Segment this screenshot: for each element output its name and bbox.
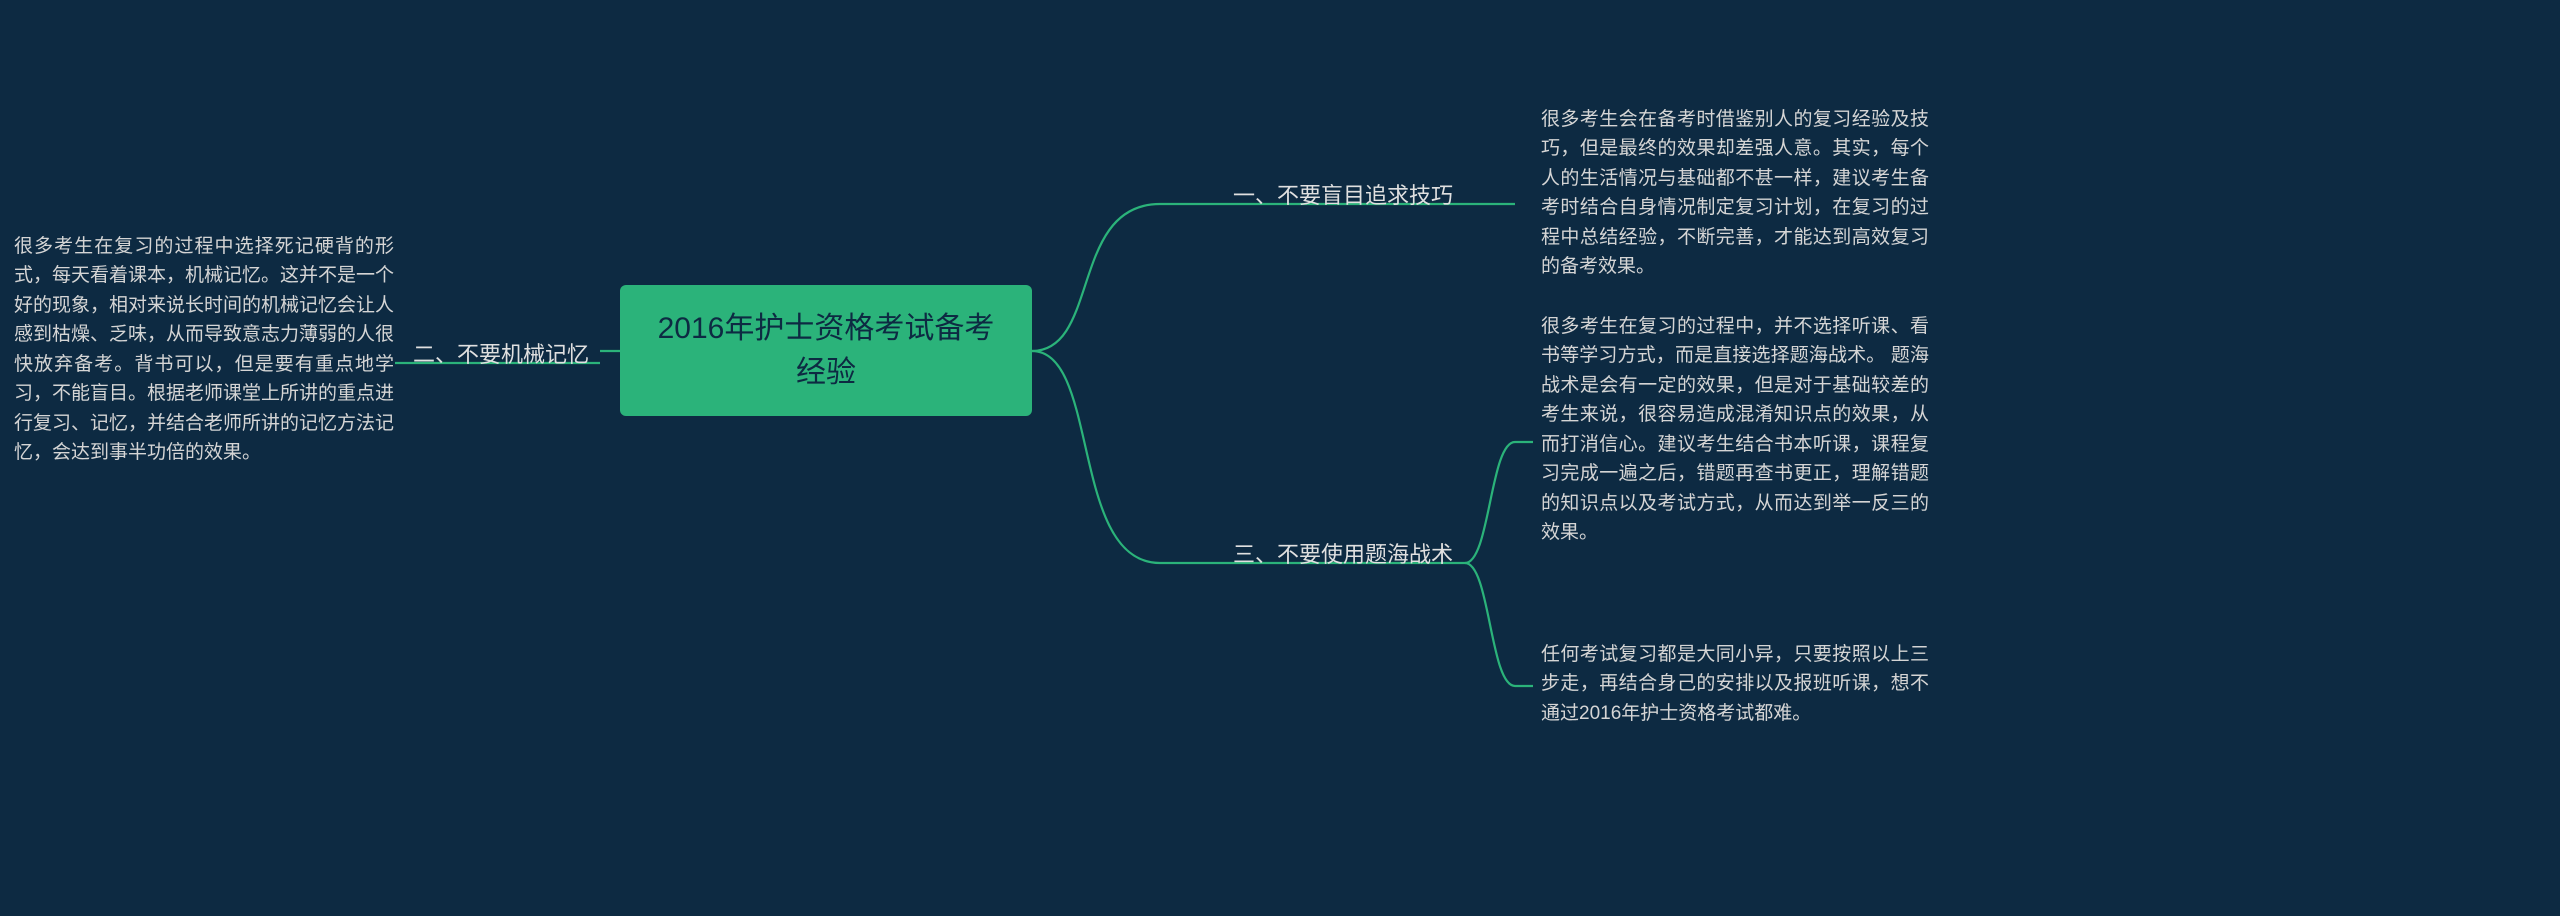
branch-2-label: 二、不要机械记忆 xyxy=(413,337,589,369)
branch-3-desc-1: 很多考生在复习的过程中，并不选择听课、看书等学习方式，而是直接选择题海战术。 题… xyxy=(1541,312,1929,548)
root-node: 2016年护士资格考试备考 经验 xyxy=(620,285,1032,416)
root-line1: 2016年护士资格考试备考 xyxy=(658,312,995,345)
branch-3-desc-2: 任何考试复习都是大同小异，只要按照以上三步走，再结合身己的安排以及报班听课，想不… xyxy=(1541,640,1929,728)
branch-3-label: 三、不要使用题海战术 xyxy=(1233,537,1453,569)
branch-1-label: 一、不要盲目追求技巧 xyxy=(1233,178,1453,210)
branch-1-desc: 很多考生会在备考时借鉴别人的复习经验及技巧，但是最终的效果却差强人意。其实，每个… xyxy=(1541,105,1929,282)
root-line2: 经验 xyxy=(796,356,856,389)
branch-2-desc: 很多考生在复习的过程中选择死记硬背的形式，每天看着课本，机械记忆。这并不是一个好… xyxy=(14,232,394,468)
